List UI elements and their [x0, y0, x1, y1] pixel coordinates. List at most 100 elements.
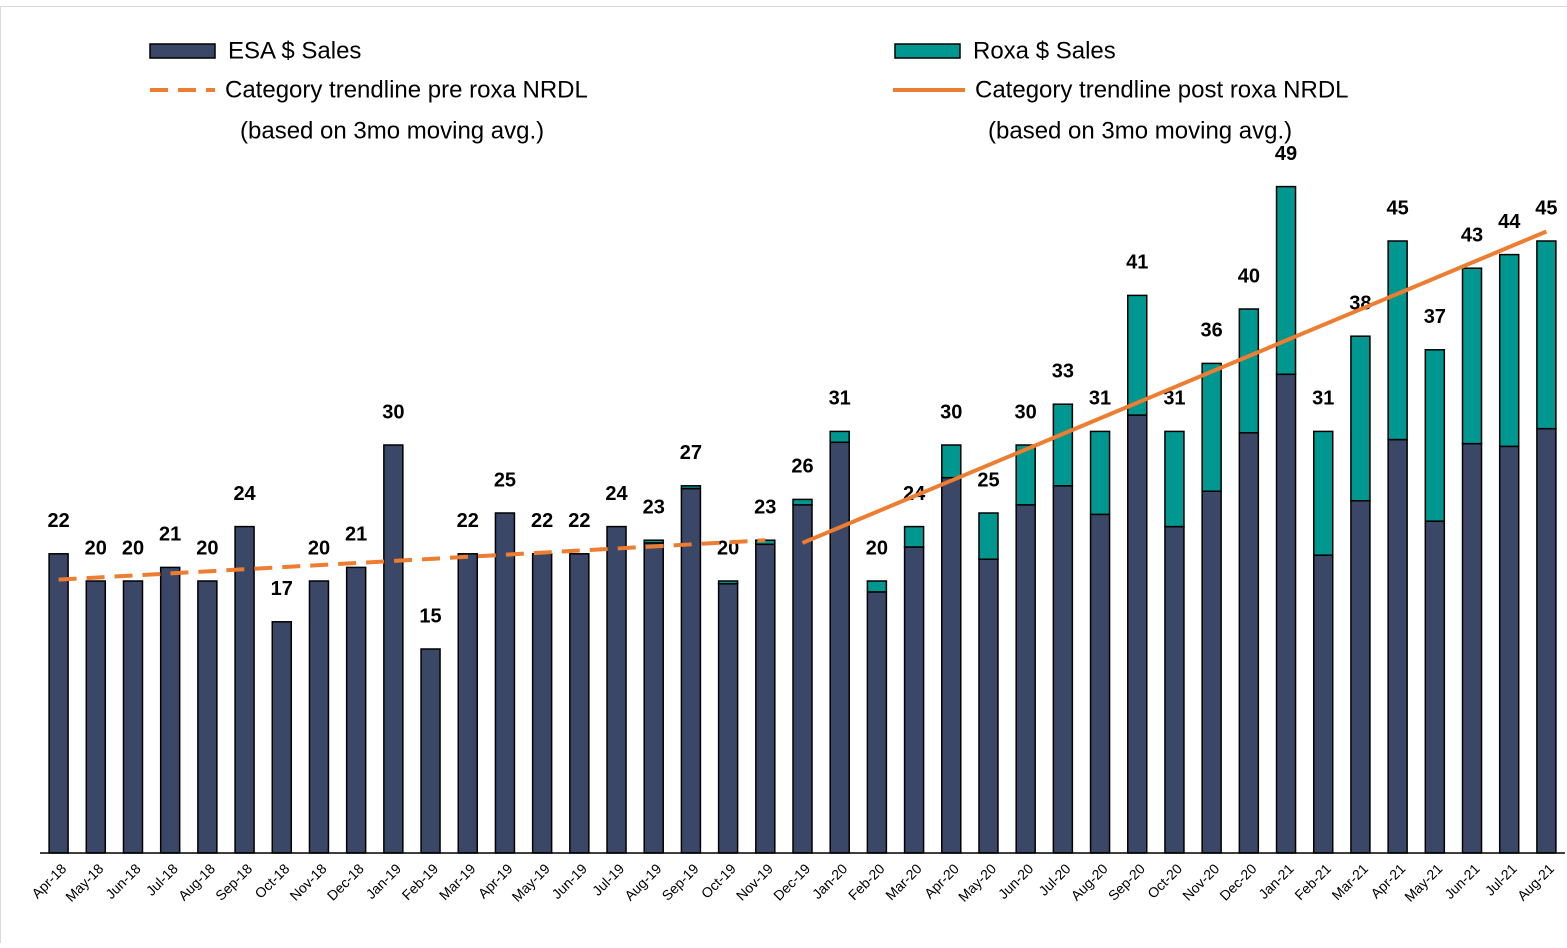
- x-tick-label: Feb-21: [1291, 860, 1334, 903]
- value-label: 22: [457, 510, 479, 532]
- value-label: 36: [1201, 320, 1223, 342]
- value-label: 45: [1386, 197, 1408, 219]
- value-label: 20: [122, 537, 144, 559]
- x-tick-label: Jun-18: [102, 860, 144, 902]
- x-tick-label: Dec-20: [1216, 860, 1259, 903]
- x-tick-label: Jun-21: [1441, 860, 1483, 902]
- bar-segment: [49, 554, 68, 853]
- bar-segment: [1425, 350, 1444, 521]
- bar-segment: [235, 527, 254, 853]
- bar-segment: [1351, 336, 1370, 501]
- value-label: 23: [643, 496, 665, 518]
- bar-segment: [905, 547, 924, 853]
- bar-segment: [1388, 440, 1407, 853]
- value-label: 30: [1015, 401, 1037, 423]
- value-label: 37: [1424, 306, 1446, 328]
- bar-segment: [1351, 501, 1370, 853]
- bar-segment: [719, 584, 738, 853]
- legend-label: ESA $ Sales: [228, 37, 361, 64]
- bar-segment: [1425, 521, 1444, 853]
- bar-segment: [421, 649, 440, 853]
- bar-segment: [1165, 431, 1184, 526]
- bar-segment: [1314, 555, 1333, 853]
- bar-segment: [793, 505, 812, 853]
- bar-segment: [1388, 241, 1407, 440]
- value-label: 20: [866, 537, 888, 559]
- x-tick-label: Mar-20: [882, 860, 925, 903]
- x-tick-label: May-20: [955, 860, 999, 904]
- x-tick-label: Jun-20: [995, 860, 1037, 902]
- x-tick-label: Feb-19: [399, 860, 442, 903]
- bar-segment: [272, 622, 291, 853]
- value-label: 22: [568, 510, 590, 532]
- legend-note: (based on 3mo moving avg.): [988, 117, 1292, 144]
- legend-note: (based on 3mo moving avg.): [240, 117, 544, 144]
- bar-segment: [681, 486, 700, 489]
- value-label: 31: [1089, 388, 1111, 410]
- x-tick-label: Aug-18: [175, 860, 218, 903]
- x-tick-label: Mar-21: [1328, 860, 1371, 903]
- value-label: 33: [1052, 360, 1074, 382]
- x-tick-label: Jan-20: [809, 860, 851, 902]
- bar-segment: [1128, 415, 1147, 853]
- legend-label: Roxa $ Sales: [973, 37, 1116, 64]
- x-tick-label: May-19: [509, 860, 553, 904]
- bar-segment: [830, 442, 849, 853]
- value-label: 20: [196, 537, 218, 559]
- legend-label: Category trendline post roxa NRDL: [975, 76, 1349, 103]
- value-label: 22: [531, 510, 553, 532]
- bar-segment: [347, 567, 366, 853]
- bar-segment: [1463, 268, 1482, 443]
- bar-segment: [1016, 505, 1035, 853]
- value-label: 41: [1126, 252, 1148, 274]
- x-tick-label: Sep-18: [212, 860, 255, 903]
- bar-segment: [198, 581, 217, 853]
- value-label: 31: [1312, 388, 1334, 410]
- x-tick-label: Oct-20: [1144, 860, 1185, 901]
- value-label: 25: [977, 469, 999, 491]
- bar-segment: [1239, 309, 1258, 433]
- bar-segment: [1165, 527, 1184, 853]
- x-tick-label: Mar-19: [436, 860, 479, 903]
- x-tick-label: May-18: [62, 860, 106, 904]
- value-label: 25: [494, 469, 516, 491]
- x-tick-label: Nov-20: [1179, 860, 1222, 903]
- x-tick-label: Oct-19: [698, 860, 739, 901]
- value-label: 31: [829, 388, 851, 410]
- bar-segment: [1314, 431, 1333, 555]
- value-label: 30: [940, 401, 962, 423]
- bar-segment: [1128, 295, 1147, 415]
- value-label: 21: [159, 524, 181, 546]
- value-label: 45: [1535, 197, 1557, 219]
- bar-segment: [719, 581, 738, 584]
- bar-segment: [1053, 486, 1072, 853]
- x-tick-label: Jun-19: [548, 860, 590, 902]
- x-tick-label: Jan-19: [363, 860, 405, 902]
- value-label: 40: [1238, 265, 1260, 287]
- x-tick-label: Aug-20: [1068, 860, 1111, 903]
- bar-segment: [942, 445, 961, 478]
- legend-swatch: [150, 44, 215, 58]
- bar-segment: [1537, 241, 1556, 429]
- bar-segment: [86, 581, 105, 853]
- bar-segment: [942, 478, 961, 853]
- x-tick-label: Dec-18: [324, 860, 367, 903]
- bar-segment: [570, 554, 589, 853]
- bar-segment: [161, 567, 180, 853]
- x-tick-label: Aug-19: [621, 860, 664, 903]
- bar-segment: [1202, 363, 1221, 491]
- bar-segment: [905, 527, 924, 547]
- bar-segment: [830, 431, 849, 442]
- bar-segment: [793, 499, 812, 504]
- value-label: 15: [419, 605, 441, 627]
- bar-segment: [1239, 433, 1258, 853]
- value-label: 21: [345, 524, 367, 546]
- bar-segment: [458, 554, 477, 853]
- value-label: 23: [754, 496, 776, 518]
- value-label: 43: [1461, 224, 1483, 246]
- bar-segment: [1277, 374, 1296, 853]
- value-label: 27: [680, 442, 702, 464]
- bar-segment: [309, 581, 328, 853]
- bar-segment: [644, 543, 663, 853]
